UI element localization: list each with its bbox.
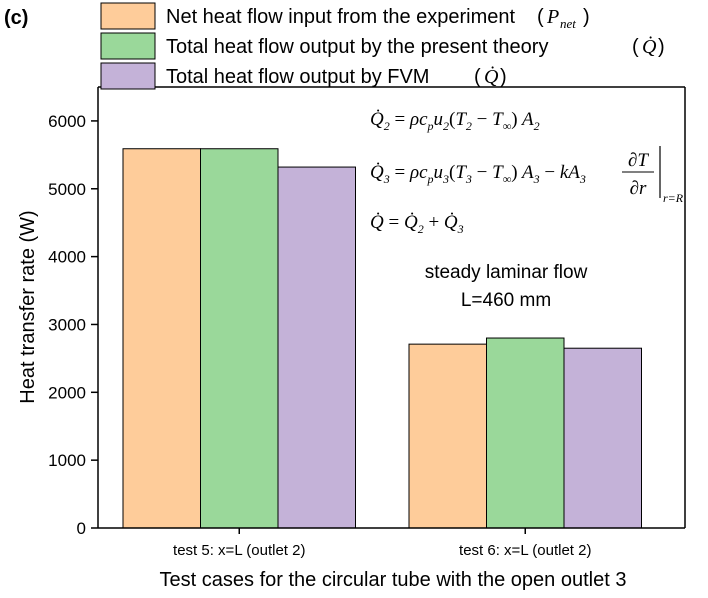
equation-q2: Q̇2 = ρcpu2(T2 − T∞) A2 <box>370 108 540 133</box>
legend-swatch-theory <box>100 32 156 60</box>
svg-text:Q̇3 = ρcpu3(T3 − T∞) A3 − kA3: Q̇3 = ρcpu3(T3 − T∞) A3 − kA3 <box>370 161 586 186</box>
category-label-1: test 6: x=L (outlet 2) <box>459 542 591 559</box>
y-tick-label-1000: 1000 <box>48 451 86 470</box>
bar-experiment-test6 <box>408 343 487 529</box>
y-tick-label-2000: 2000 <box>48 383 86 402</box>
svg-text:r=R: r=R <box>663 191 684 205</box>
y-axis-title: Heat transfer rate (W) <box>17 210 39 403</box>
svg-text:Q̇ = Q̇2 + Q̇3: Q̇ = Q̇2 + Q̇3 <box>370 211 464 236</box>
legend-symbol-theory: Q̇ <box>642 35 657 58</box>
equation-q3: Q̇3 = ρcpu3(T3 − T∞) A3 − kA3 ∂T ∂r r=R <box>370 146 684 205</box>
legend-close-paren-theory: ) <box>658 36 665 58</box>
legend-close-paren-fvm: ) <box>500 66 507 88</box>
legend-symbol-fvm: Q̇ <box>484 65 499 88</box>
legend-close-paren-experiment: ) <box>583 6 590 28</box>
legend-item-fvm: Total heat flow output by FVM ( Q̇ ) <box>100 62 507 90</box>
y-tick-label-4000: 4000 <box>48 248 86 267</box>
legend-swatch-experiment <box>100 2 156 30</box>
y-tick-label-0: 0 <box>77 519 86 538</box>
annotation-length: L=460 mm <box>461 290 551 311</box>
legend: Net heat flow input from the experiment … <box>100 2 665 90</box>
category-label-0: test 5: x=L (outlet 2) <box>173 542 305 559</box>
y-tick-label-3000: 3000 <box>48 315 86 334</box>
ticks-layer: 0 1000 2000 3000 4000 5000 6000 <box>48 112 526 538</box>
legend-item-theory: Total heat flow output by the present th… <box>100 32 665 60</box>
bar-theory-test5 <box>200 148 279 529</box>
svg-text:∂r: ∂r <box>630 178 647 199</box>
y-tick-label-6000: 6000 <box>48 112 86 131</box>
bar-fvm-test6 <box>563 347 642 529</box>
svg-text:Q̇2 = ρcpu2(T2 − T∞) A2: Q̇2 = ρcpu2(T2 − T∞) A2 <box>370 108 540 133</box>
y-tick-label-5000: 5000 <box>48 180 86 199</box>
bars-layer <box>122 148 642 529</box>
x-axis-title: Test cases for the circular tube with th… <box>160 569 627 591</box>
svg-text:∂T: ∂T <box>628 150 649 171</box>
panel-label: (c) <box>4 7 28 29</box>
legend-label-fvm: Total heat flow output by FVM <box>166 66 429 88</box>
legend-open-paren-fvm: ( <box>474 66 481 88</box>
legend-open-paren-experiment: ( <box>537 6 544 28</box>
equation-qtotal: Q̇ = Q̇2 + Q̇3 <box>370 211 464 236</box>
legend-open-paren-theory: ( <box>632 36 639 58</box>
equations: Q̇2 = ρcpu2(T2 − T∞) A2 Q̇3 = ρcpu3(T3 −… <box>370 108 684 236</box>
legend-label-theory: Total heat flow output by the present th… <box>166 36 548 58</box>
legend-symbol-experiment: P <box>546 6 559 28</box>
annotation-flow-type: steady laminar flow <box>425 262 588 283</box>
legend-swatch-fvm <box>100 62 156 90</box>
legend-subscript-experiment: net <box>560 16 576 31</box>
bar-fvm-test5 <box>277 166 356 529</box>
legend-item-experiment: Net heat flow input from the experiment … <box>100 2 590 31</box>
legend-label-experiment: Net heat flow input from the experiment <box>166 6 516 28</box>
category-labels: test 5: x=L (outlet 2) test 6: x=L (outle… <box>173 542 591 559</box>
bar-experiment-test5 <box>122 148 201 529</box>
bar-theory-test6 <box>486 337 565 529</box>
